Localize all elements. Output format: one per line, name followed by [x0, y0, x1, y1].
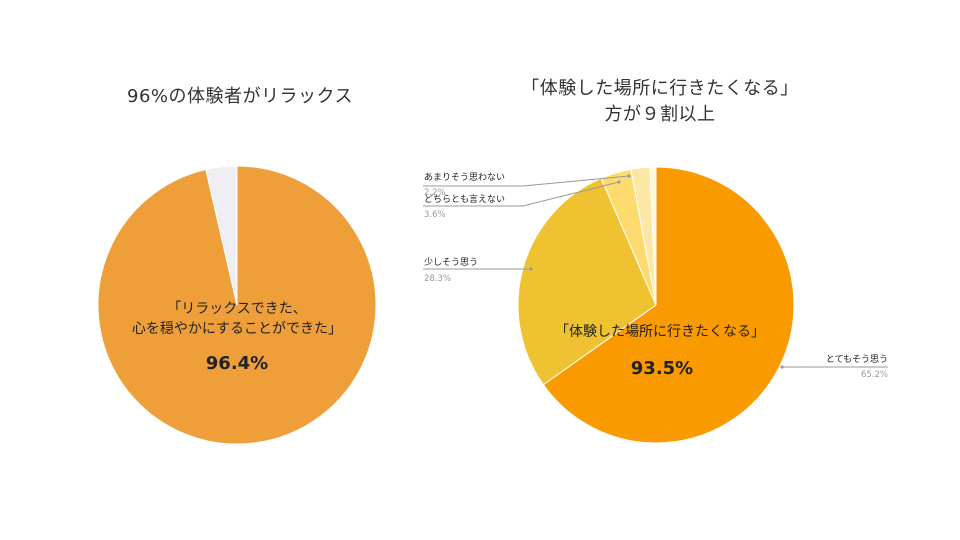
callout-yanmari: あまりそう思わない 2.2% — [423, 172, 631, 198]
right-chart-title-line1: 「体験した場所に行きたくなる」 — [521, 78, 799, 99]
callout-dot-sukoshi — [529, 267, 533, 271]
callout-pct-dochira: 3.6% — [424, 210, 446, 220]
callout-dot-totemo — [780, 365, 784, 369]
right-chart-title-line2: 方が９割以上 — [604, 104, 716, 125]
left-pie-slice-1 — [205, 165, 238, 306]
right-pie-value-label: 93.5% — [631, 358, 693, 379]
callout-label-yanmari: あまりそう思わない — [424, 172, 505, 183]
right-pie-slice-4 — [649, 166, 657, 306]
left-chart-title: 96%の体験者がリラックス — [80, 84, 400, 110]
callout-label-dochira: どちらとも言えない — [424, 193, 505, 205]
right-pie-slice-0 — [542, 166, 795, 444]
left-pie-annotation-line1: 「リラックスできた、 — [167, 301, 307, 317]
callout-line-yanmari — [423, 175, 630, 187]
callout-dot-yanmari — [627, 174, 631, 178]
left-pie-chart — [97, 165, 377, 445]
callout-totemo: とてもそう思う 65.2% — [780, 354, 888, 380]
callout-dochira: どちらとも言えない 3.6% — [423, 180, 621, 220]
callout-label-sukoshi: 少しそう思う — [424, 257, 478, 268]
callout-label-totemo: とてもそう思う — [826, 354, 888, 365]
callout-sukoshi: 少しそう思う 28.3% — [423, 257, 533, 284]
left-pie-annotation-line2: 心を穏やかにすることができた」 — [132, 321, 342, 337]
callout-pct-sukoshi: 28.3% — [424, 274, 451, 284]
callout-line-dochira — [423, 181, 620, 207]
right-pie-annotation-line1: 「体験した場所に行きたくなる」 — [555, 324, 765, 340]
callout-dot-dochira — [617, 180, 621, 184]
callout-pct-totemo: 65.2% — [861, 370, 888, 380]
right-pie-chart — [517, 166, 795, 444]
left-pie-value-label: 96.4% — [206, 353, 268, 374]
right-chart-title: 「体験した場所に行きたくなる」 方が９割以上 — [500, 76, 820, 128]
callout-pct-yanmari: 2.2% — [424, 188, 446, 198]
left-chart-title-text: 96%の体験者がリラックス — [127, 86, 353, 107]
